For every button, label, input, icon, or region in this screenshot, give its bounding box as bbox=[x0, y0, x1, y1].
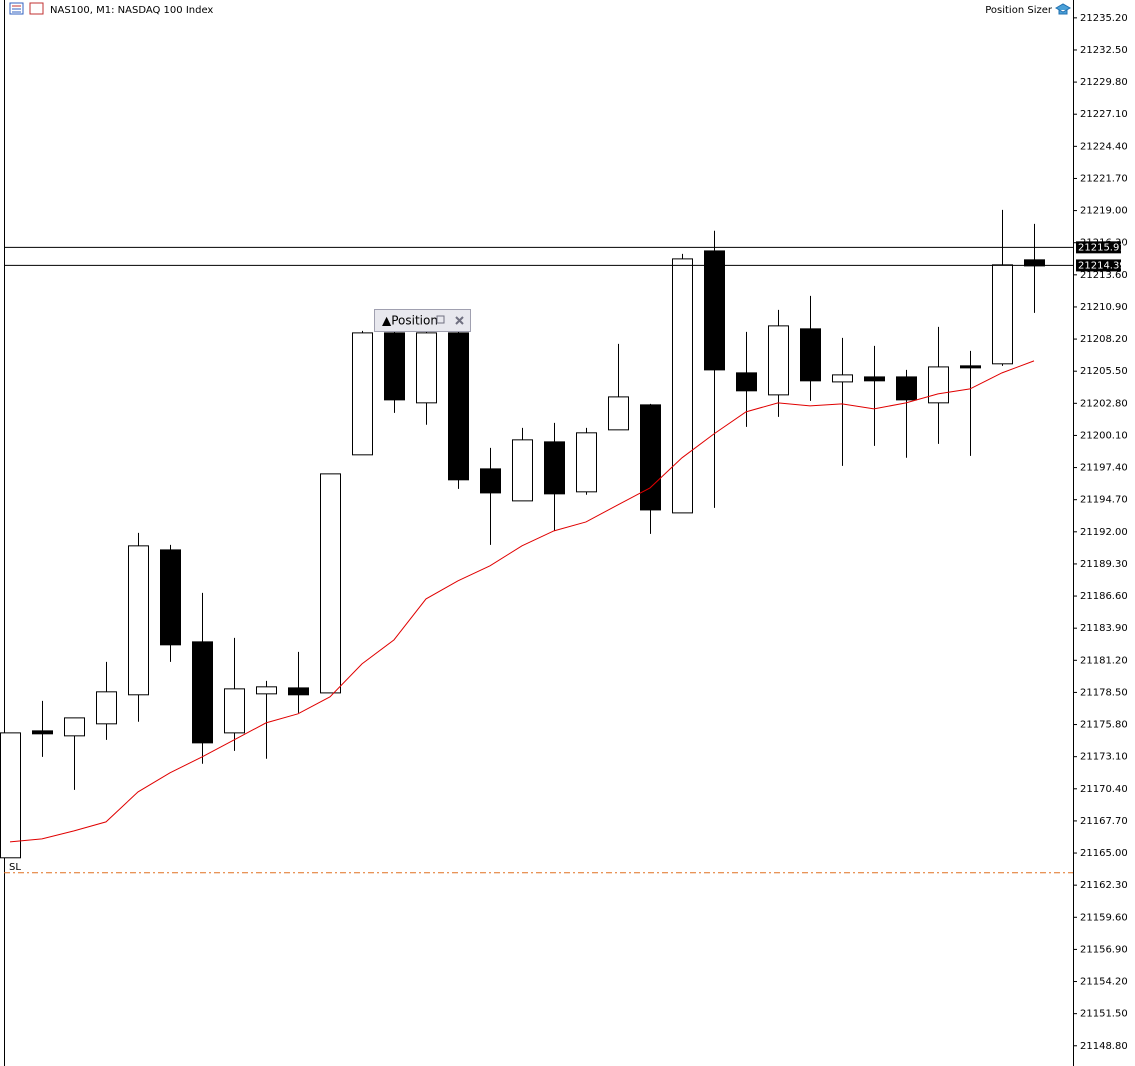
y-tick-label: 21197.40 bbox=[1080, 463, 1128, 474]
y-tick-label: 21213.60 bbox=[1080, 270, 1128, 281]
y-tick-label: 21232.50 bbox=[1080, 45, 1128, 56]
candle-body bbox=[288, 687, 309, 696]
y-tick-label: 21148.80 bbox=[1080, 1041, 1128, 1052]
candle-body bbox=[224, 688, 245, 734]
y-tick-label: 21189.30 bbox=[1080, 559, 1128, 570]
price-line-label: 21214.39 bbox=[1078, 260, 1126, 271]
candle-body bbox=[992, 264, 1013, 365]
candle-body bbox=[384, 332, 405, 401]
chart-title: NAS100, M1: NASDAQ 100 Index bbox=[50, 5, 213, 16]
moving-average bbox=[9, 360, 1035, 843]
candle-body bbox=[416, 332, 437, 404]
y-tick-label: 21235.20 bbox=[1080, 13, 1128, 24]
candle-body bbox=[448, 332, 469, 481]
candle-body bbox=[704, 250, 725, 371]
y-tick-label: 21178.50 bbox=[1080, 687, 1128, 698]
y-tick-label: 21154.20 bbox=[1080, 977, 1128, 988]
tool-label[interactable]: Position Sizer bbox=[985, 5, 1053, 16]
y-tick-label: 21194.70 bbox=[1080, 495, 1128, 506]
panel-close[interactable] bbox=[455, 316, 464, 325]
candle-body bbox=[480, 468, 501, 494]
candle-body bbox=[800, 328, 821, 382]
y-tick-label: 21151.50 bbox=[1080, 1009, 1128, 1020]
position-panel[interactable]: ▲Position bbox=[374, 309, 471, 332]
candle-body bbox=[160, 549, 181, 646]
y-tick-label: 21162.30 bbox=[1080, 880, 1128, 891]
candle-body bbox=[64, 717, 85, 737]
y-tick-label: 21200.10 bbox=[1080, 430, 1128, 441]
candle-body bbox=[864, 376, 885, 382]
candle-body bbox=[896, 376, 917, 401]
y-tick-label: 21186.60 bbox=[1080, 591, 1128, 602]
candle-body bbox=[736, 372, 757, 392]
y-tick-label: 21175.80 bbox=[1080, 720, 1128, 731]
header: NAS100, M1: NASDAQ 100 Index Position Si… bbox=[9, 2, 1072, 16]
sl-label: SL bbox=[9, 862, 21, 873]
candle-body bbox=[352, 332, 373, 456]
candle-body bbox=[608, 396, 629, 431]
candle-body bbox=[576, 432, 597, 493]
candle-body bbox=[960, 365, 981, 369]
y-tick-label: 21183.90 bbox=[1080, 623, 1128, 634]
candle-body bbox=[928, 366, 949, 404]
y-tick-label: 21224.40 bbox=[1080, 141, 1128, 152]
price-line-label-bg bbox=[1076, 259, 1121, 272]
candle-body bbox=[320, 473, 341, 694]
y-tick-label: 21219.00 bbox=[1080, 206, 1128, 217]
y-tick-label: 21159.60 bbox=[1080, 912, 1128, 923]
price-line-label-bg bbox=[1076, 241, 1121, 254]
y-tick-label: 21205.50 bbox=[1080, 366, 1128, 377]
plot-area: 21235.20 21232.50 21229.80 21227.10 21224.40… bbox=[0, 13, 1128, 1052]
y-tick-label: 21156.90 bbox=[1080, 944, 1128, 955]
candle-body bbox=[32, 730, 53, 735]
y-tick-label: 21173.10 bbox=[1080, 752, 1128, 763]
y-tick-label: 21192.00 bbox=[1080, 527, 1128, 538]
candle-body bbox=[512, 439, 533, 502]
candle-body bbox=[96, 691, 117, 725]
candle-body bbox=[256, 686, 277, 695]
tool-icon[interactable] bbox=[1054, 3, 1072, 15]
y-tick-label: 21227.10 bbox=[1080, 109, 1128, 120]
y-tick-label: 21208.20 bbox=[1080, 334, 1128, 345]
y-tick-label: 21210.90 bbox=[1080, 302, 1128, 313]
price-line-label: 21215.91 bbox=[1078, 242, 1126, 253]
y-tick-label: 21165.00 bbox=[1080, 848, 1128, 859]
candle-body bbox=[128, 545, 149, 696]
y-tick-label: 21229.80 bbox=[1080, 77, 1128, 88]
candle-body bbox=[0, 732, 21, 859]
candle-body bbox=[672, 258, 693, 514]
y-tick-label: 21181.20 bbox=[1080, 655, 1128, 666]
candle-body bbox=[768, 325, 789, 396]
candle-body bbox=[832, 374, 853, 383]
y-tick-label: 21170.40 bbox=[1080, 784, 1128, 795]
panel-restore[interactable] bbox=[436, 315, 445, 324]
candle-body bbox=[192, 641, 213, 744]
y-tick-label: 21221.70 bbox=[1080, 173, 1128, 184]
chart-icon[interactable] bbox=[29, 2, 44, 15]
panel-box[interactable] bbox=[374, 309, 471, 332]
panel-label[interactable]: ▲Position bbox=[382, 314, 438, 328]
y-tick-label: 21167.70 bbox=[1080, 816, 1128, 827]
candle-body bbox=[544, 441, 565, 495]
candle-body bbox=[640, 404, 661, 511]
y-tick-label: 21202.80 bbox=[1080, 398, 1128, 409]
